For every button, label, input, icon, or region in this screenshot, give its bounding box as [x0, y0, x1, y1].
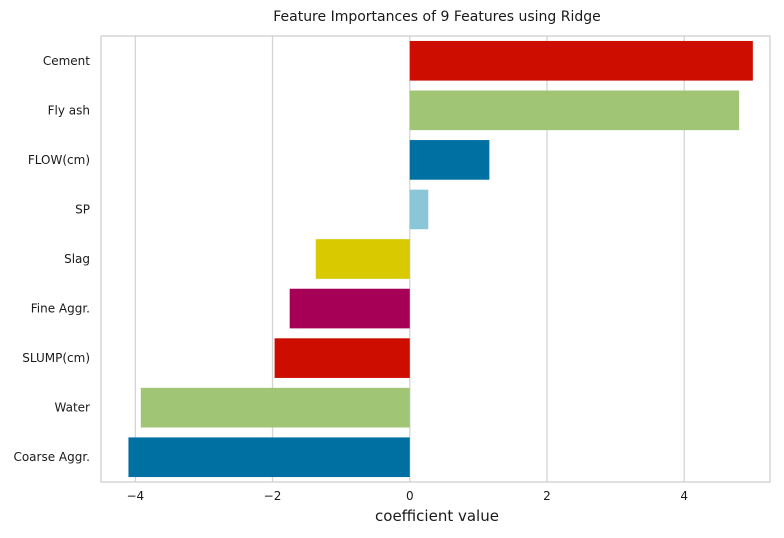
bar-1 — [409, 90, 740, 131]
bar-7 — [140, 387, 410, 428]
x-tick-labels: −4 −2 0 2 4 — [126, 489, 688, 503]
y-tick-label-0: Cement — [43, 54, 90, 68]
chart-title: Feature Importances of 9 Features using … — [273, 9, 601, 25]
x-tick-label-2: 0 — [406, 489, 414, 503]
bar-5 — [289, 288, 410, 329]
y-tick-label-4: Slag — [64, 252, 90, 266]
bar-6 — [274, 338, 410, 378]
bar-4 — [315, 239, 410, 279]
x-tick-label-1: −2 — [264, 489, 282, 503]
bar-2 — [409, 140, 490, 180]
x-axis-label: coefficient value — [375, 507, 499, 525]
x-tick-label-4: 4 — [680, 489, 688, 503]
bar-0 — [409, 40, 753, 81]
plot-frame — [100, 35, 771, 483]
x-tick-label-0: −4 — [126, 489, 144, 503]
y-tick-label-6: SLUMP(cm) — [22, 351, 90, 365]
y-tick-label-2: FLOW(cm) — [28, 153, 90, 167]
x-tick-label-3: 2 — [543, 489, 551, 503]
y-tick-label-3: SP — [75, 202, 90, 216]
bar-8 — [128, 437, 410, 478]
y-tick-label-8: Coarse Aggr. — [13, 450, 90, 464]
y-tick-label-1: Fly ash — [48, 103, 90, 117]
bar-layer — [128, 40, 753, 478]
bar-3 — [409, 189, 429, 230]
y-tick-label-5: Fine Aggr. — [31, 302, 90, 316]
y-tick-label-7: Water — [55, 401, 91, 415]
y-tick-labels: Cement Fly ash FLOW(cm) SP Slag Fine Aggr. SLU… — [13, 54, 90, 464]
